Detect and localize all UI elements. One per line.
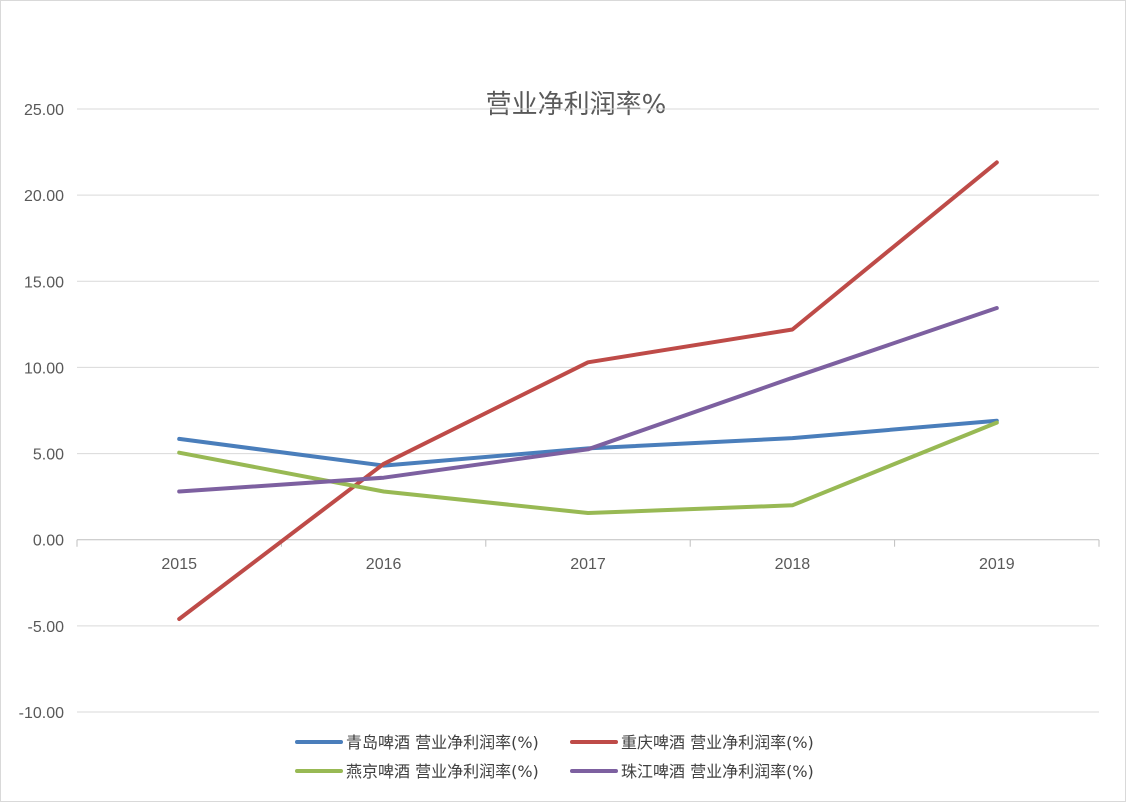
x-axis-tick-labels: 2015 2016 2017 2018 2019: [161, 556, 1014, 573]
y-tick-label: 20.00: [24, 188, 64, 205]
y-tick-label: 10.00: [24, 360, 64, 377]
y-tick-label: 5.00: [33, 447, 64, 464]
x-tick-label: 2015: [161, 556, 197, 573]
chart-title: 营业净利润率%: [486, 90, 667, 120]
x-tick-label: 2017: [570, 556, 606, 573]
x-axis: [76, 539, 1100, 547]
series-line: [177, 418, 999, 468]
legend-label: 珠江啤酒 营业净利润率(%): [621, 762, 814, 781]
series-line: [177, 420, 999, 515]
legend: 青岛啤酒 营业净利润率(%) 重庆啤酒 营业净利润率(%) 燕京啤酒 营业净利润率(…: [295, 733, 814, 781]
y-tick-label: -5.00: [28, 619, 65, 636]
series-line: [177, 160, 999, 621]
x-tick-label: 2016: [366, 556, 402, 573]
x-tick-label: 2018: [775, 556, 811, 573]
series-line: [177, 306, 999, 494]
y-tick-label: -10.00: [19, 705, 64, 722]
y-tick-label: 0.00: [33, 533, 64, 550]
legend-label: 燕京啤酒 营业净利润率(%): [346, 762, 539, 781]
y-tick-label: 15.00: [24, 274, 64, 291]
x-tick-label: 2019: [979, 556, 1015, 573]
legend-label: 青岛啤酒 营业净利润率(%): [346, 733, 539, 752]
y-axis-tick-labels: 25.00 20.00 15.00 10.00 5.00 0.00 -5.00 -10.00: [19, 102, 64, 722]
y-tick-label: 25.00: [24, 102, 64, 119]
legend-label: 重庆啤酒 营业净利润率(%): [621, 733, 814, 752]
gridlines: [77, 108, 1099, 713]
series-lines: [177, 160, 999, 621]
